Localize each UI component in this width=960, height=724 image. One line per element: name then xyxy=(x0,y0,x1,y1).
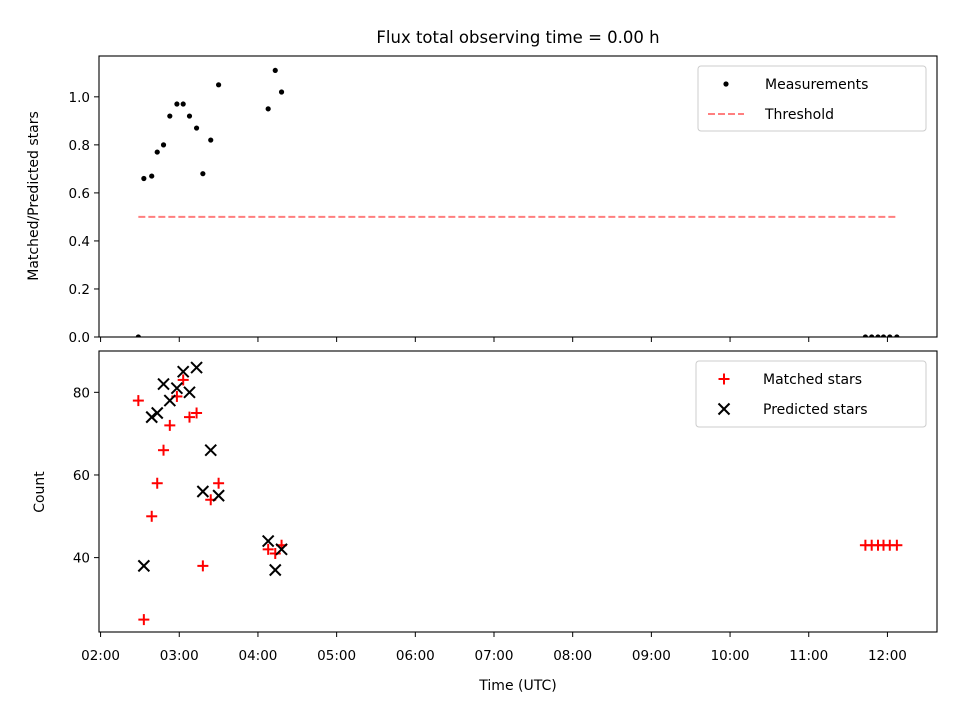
x-tick-label: 09:00 xyxy=(632,648,671,664)
predicted-stars-point xyxy=(163,394,177,407)
matched-stars-point xyxy=(138,614,150,626)
matched-stars-point xyxy=(197,560,209,572)
matched-stars-point xyxy=(132,395,144,407)
x-tick-label: 11:00 xyxy=(789,648,828,664)
predicted-stars-point xyxy=(275,543,288,556)
measurements-point xyxy=(149,173,155,179)
bottom-y-tick-label: 40 xyxy=(73,551,90,567)
x-tick-label: 12:00 xyxy=(868,648,907,664)
top-y-tick-label: 0.2 xyxy=(69,282,90,298)
legend-predicted-stars-label: Predicted stars xyxy=(763,402,868,418)
top-series-group xyxy=(135,67,900,337)
matched-stars-point xyxy=(891,539,903,551)
measurements-point xyxy=(200,171,206,177)
measurements-point xyxy=(216,82,222,88)
matched-stars-point xyxy=(262,543,274,555)
bottom-plot-area: 40 60 80 02:00 03:00 04:00 05:00 06:00 07:00 08:0… xyxy=(73,350,938,664)
x-tick-label: 03:00 xyxy=(160,648,199,664)
bottom-legend: Matched stars Predicted stars xyxy=(695,360,927,428)
x-tick-label: 04:00 xyxy=(238,648,277,664)
top-y-tick-label: 0.0 xyxy=(69,330,90,346)
measurements-point xyxy=(894,334,900,337)
top-plot-area: 0.0 0.2 0.4 0.6 0.8 1.0 xyxy=(69,55,938,346)
measurements-point xyxy=(265,106,271,112)
predicted-stars-point xyxy=(212,489,225,502)
predicted-stars-point xyxy=(176,365,190,378)
measurements-point xyxy=(180,101,186,107)
x-tick-label: 06:00 xyxy=(396,648,435,664)
predicted-stars-point xyxy=(170,381,184,395)
bottom-y-tick-label: 60 xyxy=(73,468,90,484)
bottom-legend-box xyxy=(695,360,927,428)
top-legend: Measurements Threshold xyxy=(697,65,927,132)
bottom-y-tick-label: 80 xyxy=(73,385,90,401)
legend-measurements-swatch xyxy=(723,81,729,87)
bottom-panel: Count Time (UTC) 40 60 80 02:00 03:00 04:00 05… xyxy=(32,350,938,694)
predicted-stars-point xyxy=(204,443,217,457)
top-axes-frame xyxy=(98,55,938,338)
matched-stars-point xyxy=(269,547,281,559)
predicted-stars-point xyxy=(261,534,275,548)
measurements-point xyxy=(167,113,173,119)
chart-title: Flux total observing time = 0.00 h xyxy=(376,28,659,47)
predicted-stars-point xyxy=(196,485,210,498)
x-tick-label: 08:00 xyxy=(553,648,592,664)
x-tick-label: 05:00 xyxy=(317,648,356,664)
top-y-tick-label: 0.4 xyxy=(69,234,90,250)
measurements-point xyxy=(272,67,278,74)
measurements-point xyxy=(887,334,893,337)
measurements-point xyxy=(875,334,881,337)
measurements-point xyxy=(141,175,147,182)
x-axis-label: Time (UTC) xyxy=(478,678,556,694)
measurements-point xyxy=(154,149,160,155)
x-tick-label: 02:00 xyxy=(81,648,120,664)
measurements-point xyxy=(193,125,200,131)
x-tick-label: 10:00 xyxy=(711,648,750,664)
measurements-point xyxy=(135,334,141,337)
measurements-point xyxy=(862,334,868,337)
x-tick-label: 07:00 xyxy=(475,648,514,664)
bottom-y-axis-label: Count xyxy=(32,471,48,513)
top-legend-box xyxy=(697,65,927,132)
predicted-stars-point xyxy=(190,361,203,374)
predicted-stars-point xyxy=(183,386,196,399)
measurements-point xyxy=(160,142,167,148)
measurements-point xyxy=(186,113,193,119)
legend-predicted-stars-swatch xyxy=(717,402,731,416)
matched-stars-point xyxy=(177,374,189,386)
predicted-stars-point xyxy=(269,563,282,577)
matched-stars-point xyxy=(164,419,176,431)
measurements-point xyxy=(208,137,214,143)
top-y-tick-label: 0.6 xyxy=(69,186,90,202)
legend-matched-stars-swatch xyxy=(718,373,730,385)
top-y-tick-label: 1.0 xyxy=(69,90,90,106)
matched-stars-point xyxy=(213,477,225,489)
measurements-point xyxy=(880,334,887,337)
predicted-stars-point xyxy=(151,406,164,420)
matched-stars-point xyxy=(158,444,170,456)
bottom-axes-frame xyxy=(98,350,938,633)
top-y-tick-label: 0.8 xyxy=(69,138,90,154)
measurements-point xyxy=(174,101,180,107)
bottom-series-group xyxy=(132,361,903,626)
predicted-stars-point xyxy=(137,559,151,573)
predicted-stars-point xyxy=(157,377,170,391)
matched-stars-point xyxy=(183,411,195,423)
matched-stars-point xyxy=(191,407,203,419)
legend-measurements-label: Measurements xyxy=(765,77,868,93)
legend-threshold-label: Threshold xyxy=(764,107,834,123)
measurements-point xyxy=(869,334,875,337)
matched-stars-point xyxy=(151,477,163,489)
top-y-axis-label: Matched/Predicted stars xyxy=(26,111,42,281)
measurements-point xyxy=(278,89,285,95)
legend-matched-stars-label: Matched stars xyxy=(763,372,862,388)
top-panel: Flux total observing time = 0.00 h Match… xyxy=(26,28,938,346)
matched-stars-point xyxy=(146,510,158,522)
